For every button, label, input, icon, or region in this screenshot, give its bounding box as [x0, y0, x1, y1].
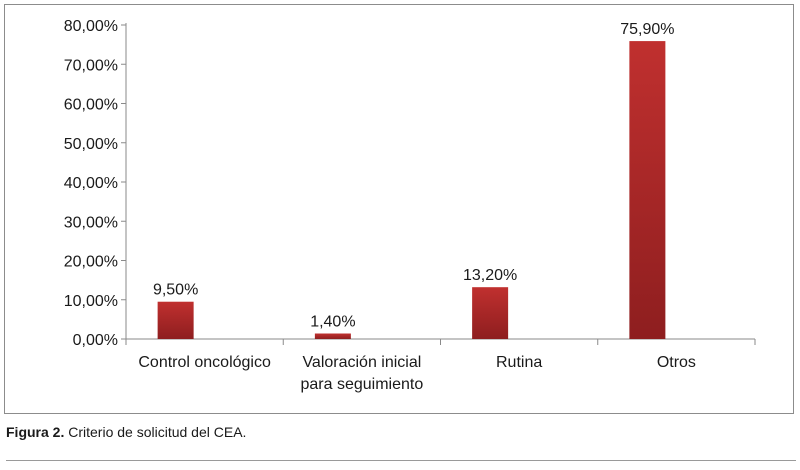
- data-label: 75,90%: [620, 21, 674, 38]
- y-tick-label: 30,00%: [64, 214, 118, 231]
- data-label: 1,40%: [310, 314, 355, 331]
- bar: [157, 301, 194, 339]
- y-tick-label: 40,00%: [64, 175, 118, 192]
- x-category-label: Valoración inicial: [302, 354, 421, 371]
- data-label: 9,50%: [153, 282, 198, 299]
- bar-chart: 0,00% 10,00% 20,00% 30,00% 40,00% 50,00% 60,00…: [64, 18, 756, 393]
- chart-axes: 0,00% 10,00% 20,00% 30,00% 40,00% 50,00% 60,00…: [64, 18, 756, 349]
- x-category-label: para seguimiento: [301, 376, 424, 393]
- chart-labels: 9,50% 1,40% 13,20% 75,90% Control oncológico…: [138, 21, 696, 393]
- bar: [629, 41, 666, 339]
- y-tick-label: 0,00%: [73, 332, 118, 349]
- x-category-label: Otros: [657, 354, 696, 371]
- figure-caption-label: Figura 2.: [6, 424, 65, 440]
- figure-caption: Figura 2. Criterio de solicitud del CEA.: [6, 424, 246, 440]
- y-tick-label: 10,00%: [64, 293, 118, 310]
- x-category-label: Rutina: [496, 354, 542, 371]
- y-tick-label: 50,00%: [64, 136, 118, 153]
- y-tick-label: 70,00%: [64, 57, 118, 74]
- divider: [6, 460, 796, 461]
- data-label: 13,20%: [463, 267, 517, 284]
- bar: [472, 287, 509, 339]
- figure-caption-text: Criterio de solicitud del CEA.: [64, 424, 247, 440]
- y-tick-label: 80,00%: [64, 18, 118, 35]
- y-tick-label: 60,00%: [64, 97, 118, 114]
- chart-bars: [157, 41, 666, 339]
- y-tick-label: 20,00%: [64, 254, 118, 271]
- x-category-label: Control oncológico: [138, 354, 271, 371]
- bar: [314, 333, 351, 339]
- chart-frame: 0,00% 10,00% 20,00% 30,00% 40,00% 50,00% 60,00…: [4, 4, 794, 414]
